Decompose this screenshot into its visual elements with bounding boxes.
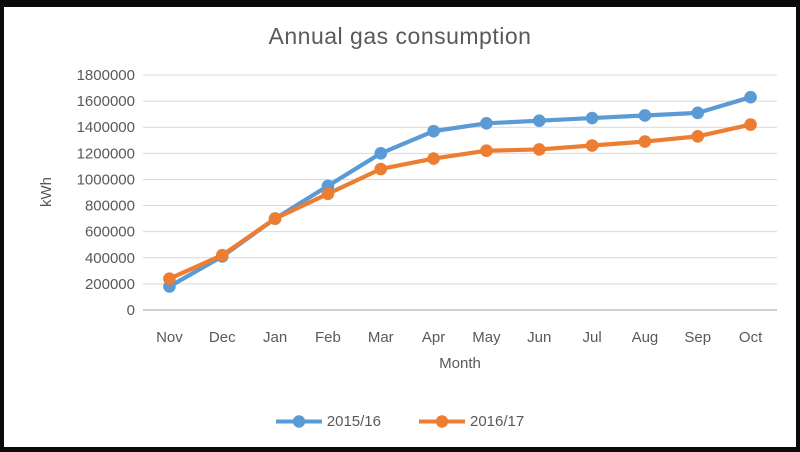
data-point-2016/17-Mar	[374, 162, 388, 176]
data-point-2015/16-Oct	[744, 90, 757, 104]
data-point-2015/16-Jun	[532, 114, 546, 127]
x-tick-label: May	[472, 329, 501, 346]
data-point-2016/17-Jun	[532, 143, 546, 156]
x-tick-label: Nov	[156, 329, 183, 346]
data-point-2016/17-Aug	[638, 135, 652, 148]
data-point-2016/17-May	[480, 144, 493, 158]
data-point-2016/17-Nov	[163, 272, 176, 285]
legend-sample-dot	[435, 414, 449, 428]
y-tick-label: 1800000	[77, 67, 135, 84]
y-tick-label: 600000	[85, 224, 135, 241]
data-point-2015/16-Sep	[691, 106, 705, 120]
y-tick-label: 1000000	[77, 171, 135, 188]
legend-marker-icon	[275, 414, 322, 428]
data-point-2016/17-Jul	[585, 139, 599, 152]
legend-item-2016/17: 2016/17	[419, 413, 524, 430]
y-tick-label: 1200000	[77, 145, 135, 162]
series-line-2016/17	[167, 122, 753, 281]
data-point-2015/16-Jul	[585, 111, 599, 125]
legend: 2015/16 2016/17	[4, 411, 796, 431]
data-point-2016/17-Feb	[321, 187, 335, 201]
legend-label: 2016/17	[470, 412, 525, 430]
y-tick-label: 0	[127, 302, 135, 319]
x-tick-label: Sep	[684, 329, 711, 346]
y-tick-label: 1400000	[77, 119, 135, 136]
x-tick-label: Oct	[739, 329, 763, 346]
x-axis-title: Month	[439, 355, 481, 372]
data-point-2016/17-Sep	[691, 130, 705, 143]
data-point-2016/17-Apr	[427, 152, 440, 165]
y-axis-title: kWh	[37, 177, 55, 207]
legend-label: 2015/16	[326, 412, 381, 430]
legend-item-2015/16: 2015/16	[275, 412, 381, 430]
x-tick-label: Aug	[632, 329, 659, 346]
chart-title: Annual gas consumption	[268, 23, 532, 49]
y-tick-label: 800000	[85, 198, 135, 215]
chart-plot-area: 0 200000 400000 600000 800000 1000000 1200000 1…	[77, 67, 777, 346]
x-tick-label: Jun	[527, 329, 551, 346]
data-point-2015/16-Apr	[427, 124, 440, 138]
y-tick-label: 1600000	[77, 93, 135, 110]
x-tick-label: Mar	[368, 329, 394, 346]
x-tick-label: Jul	[582, 329, 601, 346]
data-point-2015/16-May	[480, 117, 493, 130]
y-tick-label: 400000	[85, 250, 135, 267]
data-point-2016/17-Dec	[215, 248, 229, 262]
data-point-2015/16-Aug	[638, 109, 652, 122]
x-tick-label: Feb	[315, 329, 341, 346]
data-point-2016/17-Jan	[268, 212, 282, 225]
data-point-2015/16-Mar	[374, 147, 388, 160]
x-tick-label: Dec	[209, 329, 236, 346]
x-tick-label: Jan	[263, 329, 287, 346]
x-tick-label: Apr	[422, 329, 445, 346]
legend-marker-icon	[419, 414, 465, 428]
data-point-2016/17-Oct	[744, 118, 757, 131]
y-tick-label: 200000	[85, 276, 135, 293]
legend-sample-dot	[292, 414, 305, 428]
